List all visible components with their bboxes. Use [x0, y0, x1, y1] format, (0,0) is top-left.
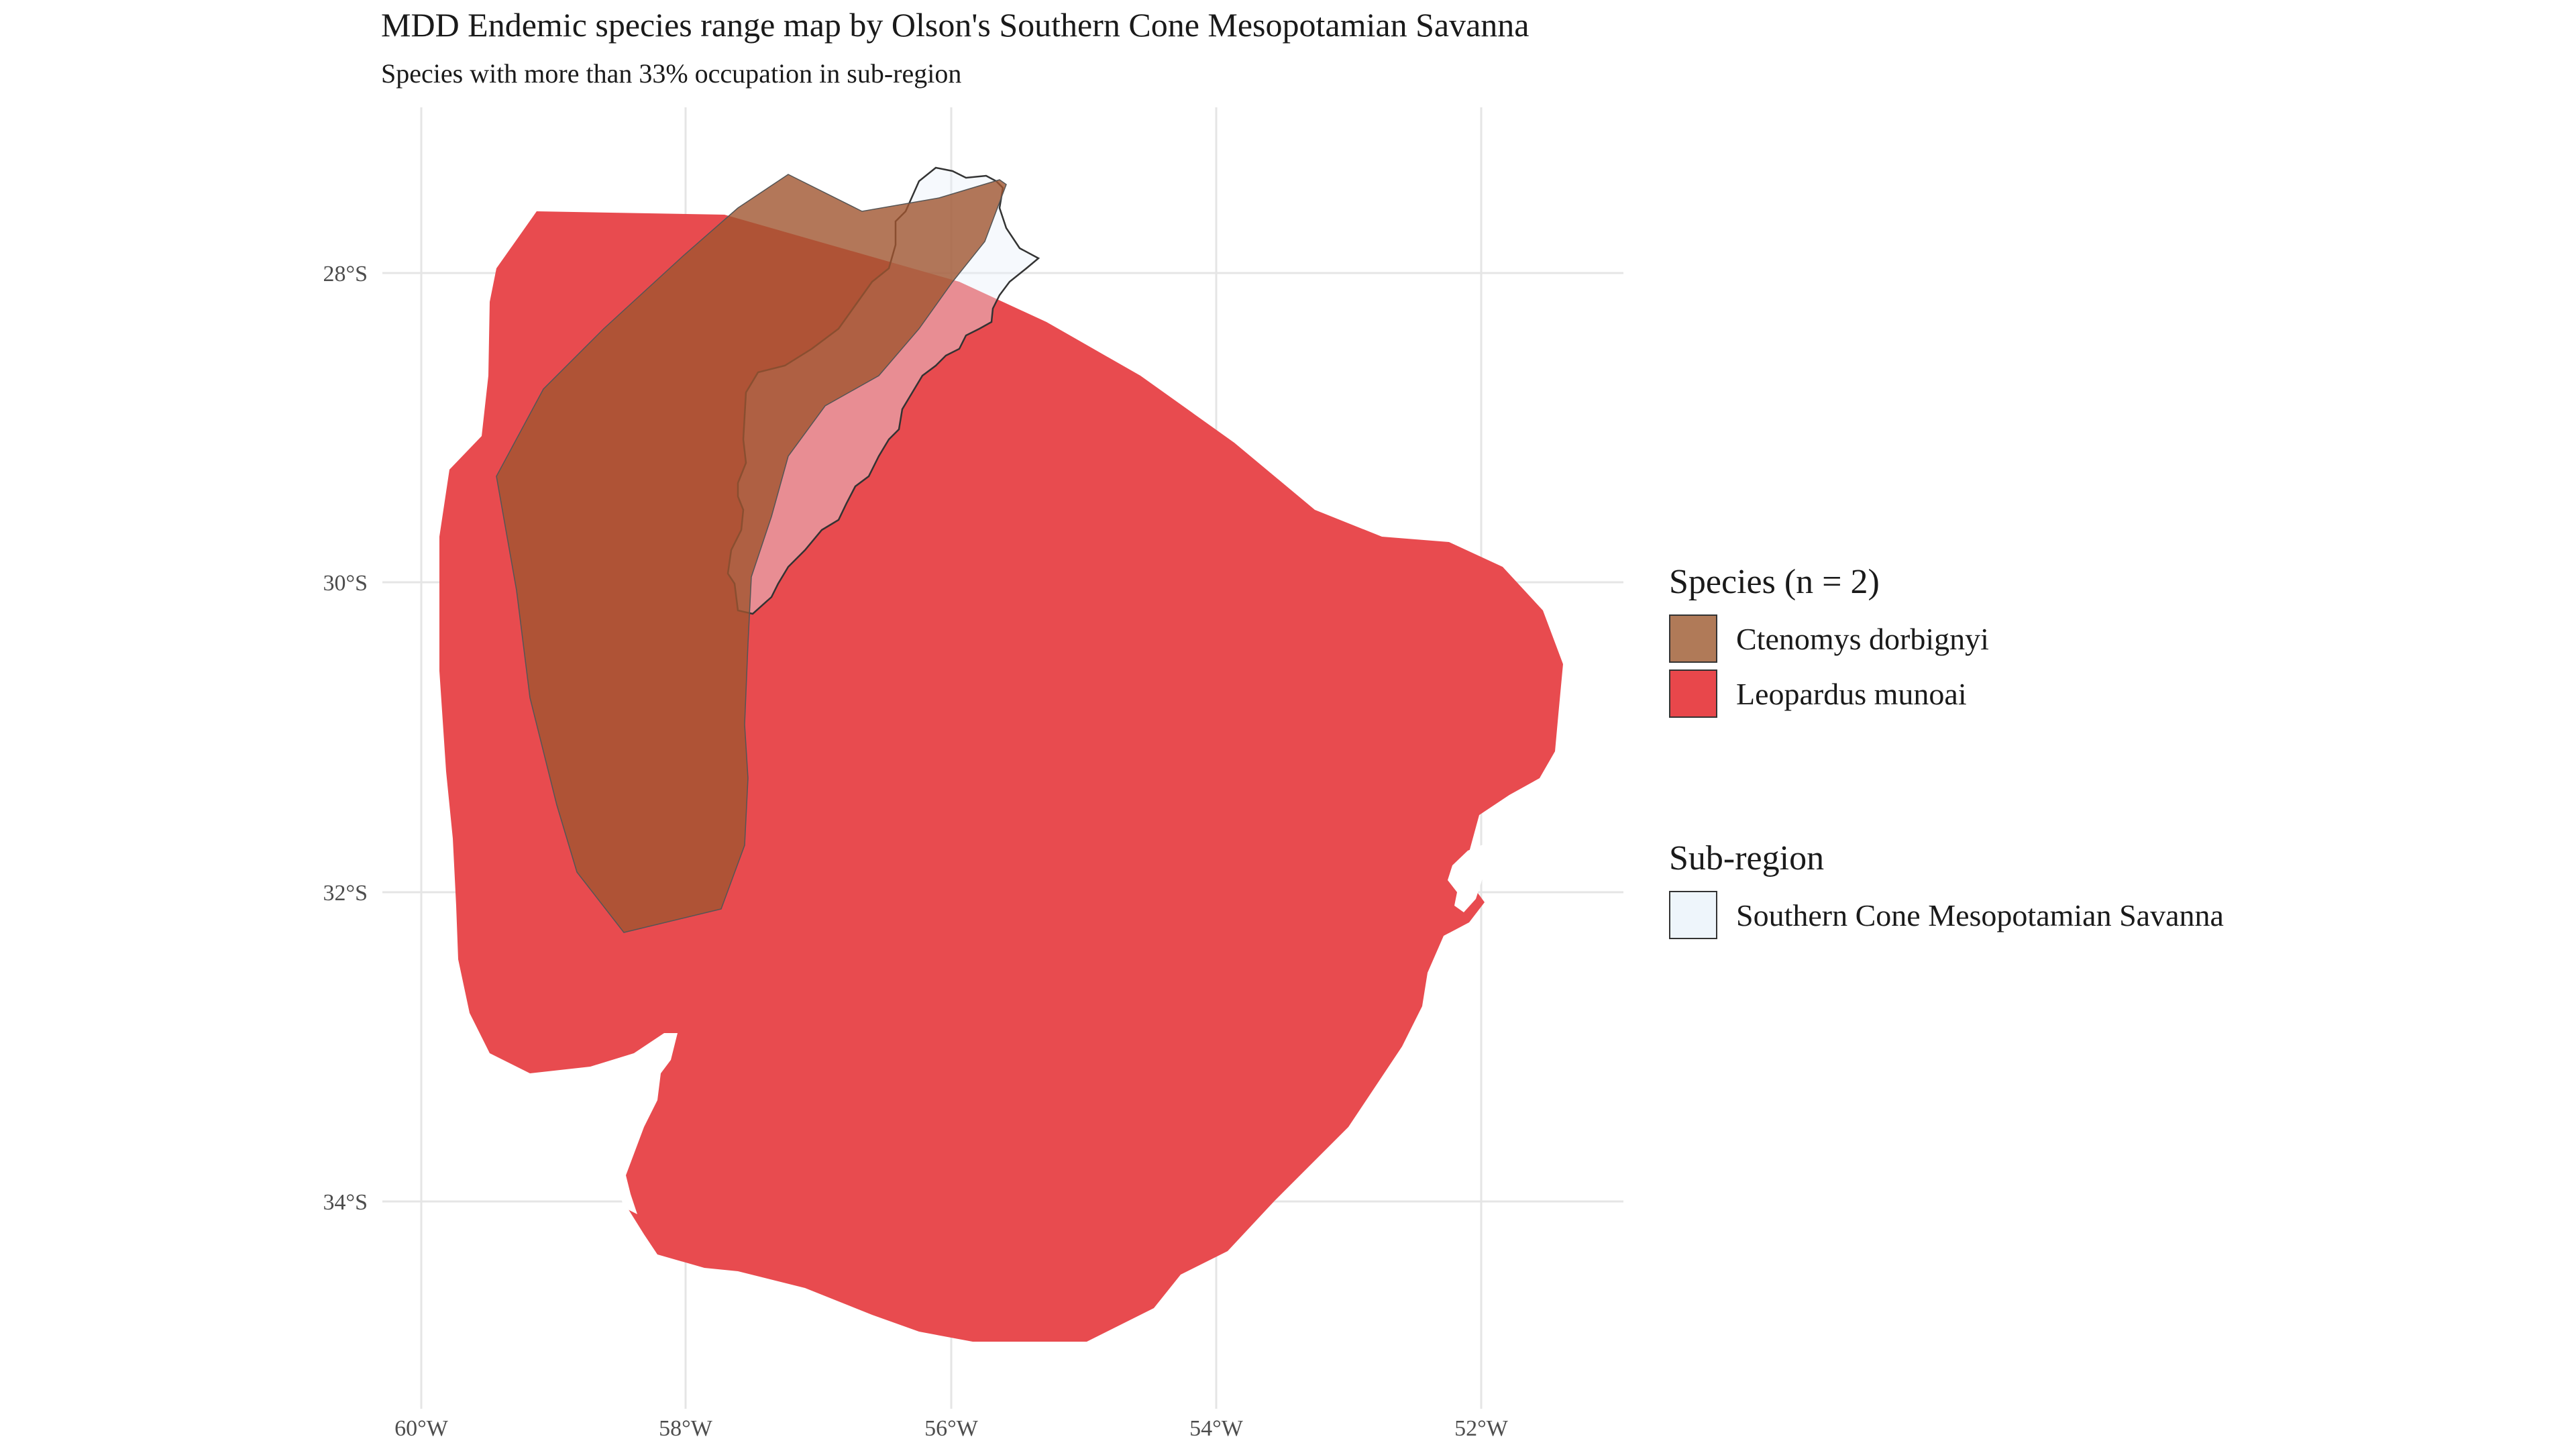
swatch-sub-region	[1669, 891, 1717, 939]
y-axis: 28°S 30°S 32°S 34°S	[323, 262, 368, 1215]
x-axis: 60°W 58°W 56°W 54°W 52°W	[394, 1416, 1509, 1441]
x-tick-58w: 58°W	[659, 1416, 713, 1441]
sub-region-legend-title: Sub-region	[1669, 839, 1825, 877]
sub-region-legend: Sub-region Southern Cone Mesopotamian Sa…	[1669, 839, 2224, 943]
legend-item-leopardus: Leopardus munoai	[1669, 666, 1989, 721]
coastal-lagoon-gap	[1448, 844, 1485, 912]
y-tick-28s: 28°S	[323, 262, 368, 286]
y-tick-32s: 32°S	[323, 881, 368, 906]
y-tick-34s: 34°S	[323, 1190, 368, 1215]
ctenomys-dorbignyi-range	[496, 174, 1007, 933]
map-title: MDD Endemic species range map by Olson's…	[381, 6, 1529, 44]
map-subtitle: Species with more than 33% occupation in…	[381, 58, 962, 89]
species-legend-title: Species (n = 2)	[1669, 563, 1880, 601]
legend-label-sub-region: Southern Cone Mesopotamian Savanna	[1736, 898, 2224, 932]
legend-item-ctenomys: Ctenomys dorbignyi	[1669, 611, 1989, 666]
x-tick-52w: 52°W	[1454, 1416, 1509, 1441]
x-tick-54w: 54°W	[1189, 1416, 1244, 1441]
legend-label-ctenomys: Ctenomys dorbignyi	[1736, 621, 1989, 656]
x-tick-60w: 60°W	[394, 1416, 449, 1441]
x-tick-56w: 56°W	[924, 1416, 979, 1441]
y-tick-30s: 30°S	[323, 571, 368, 596]
swatch-ctenomys	[1669, 614, 1717, 663]
legend-label-leopardus: Leopardus munoai	[1736, 676, 1967, 711]
plata-estuary-gap	[614, 1033, 678, 1214]
species-legend: Species (n = 2) Ctenomys dorbignyi Leopa…	[1669, 562, 1989, 721]
swatch-leopardus	[1669, 669, 1717, 718]
legend-item-sub-region: Southern Cone Mesopotamian Savanna	[1669, 888, 2224, 943]
